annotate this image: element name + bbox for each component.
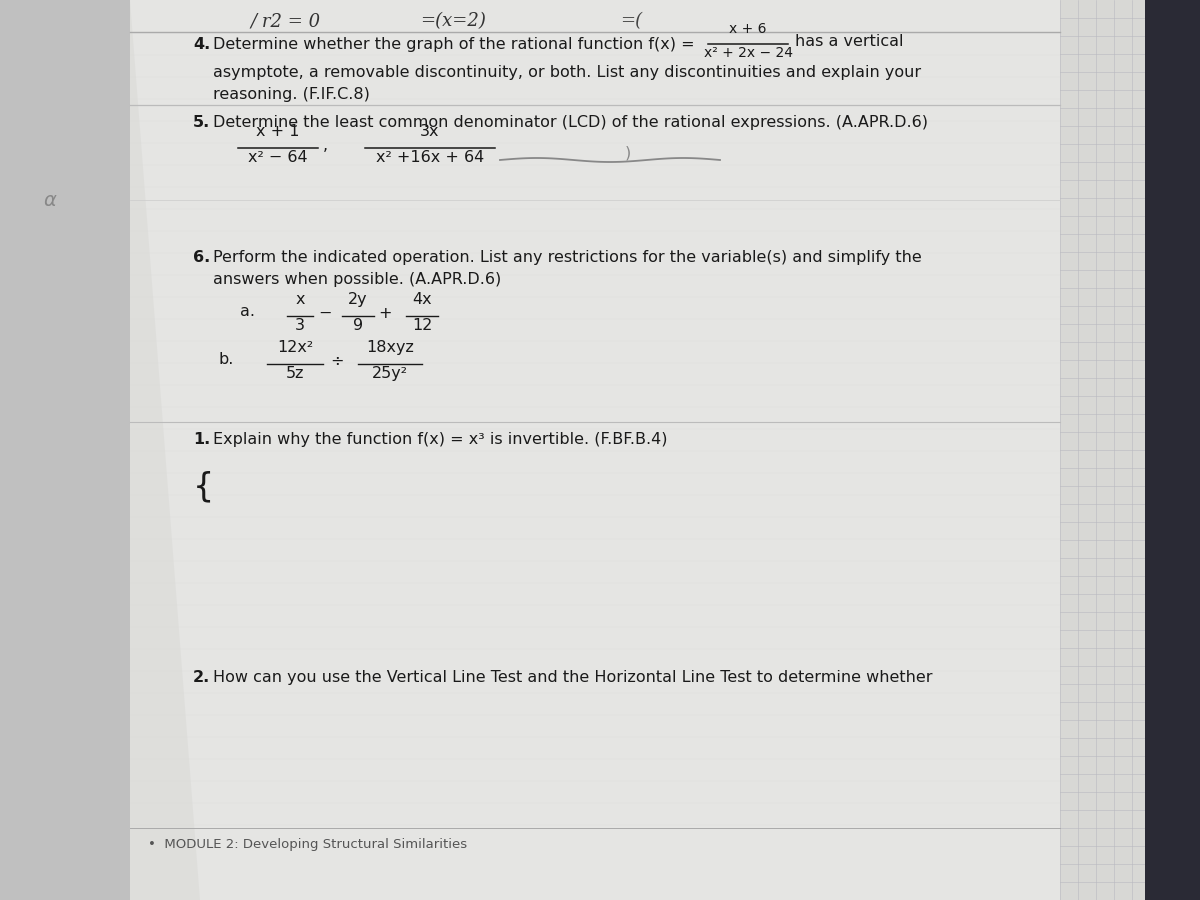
Text: x² +16x + 64: x² +16x + 64 xyxy=(376,150,484,165)
Text: Determine the least common denominator (LCD) of the rational expressions. (A.APR: Determine the least common denominator (… xyxy=(214,115,928,130)
Text: {: { xyxy=(193,470,215,503)
Text: $\alpha$: $\alpha$ xyxy=(43,191,58,210)
Text: reasoning. (F.IF.C.8): reasoning. (F.IF.C.8) xyxy=(214,87,370,102)
Text: answers when possible. (A.APR.D.6): answers when possible. (A.APR.D.6) xyxy=(214,272,502,287)
Bar xyxy=(0,0,130,900)
Text: 12: 12 xyxy=(412,318,432,333)
Text: 5z: 5z xyxy=(286,366,305,381)
Text: •  MODULE 2: Developing Structural Similarities: • MODULE 2: Developing Structural Simila… xyxy=(148,838,467,851)
Text: x² + 2x − 24: x² + 2x − 24 xyxy=(703,46,792,60)
Text: 9: 9 xyxy=(353,318,364,333)
Text: x: x xyxy=(295,292,305,307)
Text: 5.: 5. xyxy=(193,115,210,130)
Text: 3: 3 xyxy=(295,318,305,333)
Text: / r2 = 0: / r2 = 0 xyxy=(250,12,320,30)
Text: −: − xyxy=(318,305,331,320)
Text: 2.: 2. xyxy=(193,670,210,685)
Bar xyxy=(1060,0,1150,900)
Text: Perform the indicated operation. List any restrictions for the variable(s) and s: Perform the indicated operation. List an… xyxy=(214,250,922,265)
Text: b.: b. xyxy=(218,352,233,367)
Text: Explain why the function f(x) = x³ is invertible. (F.BF.B.4): Explain why the function f(x) = x³ is in… xyxy=(214,432,667,447)
Text: 18xyz: 18xyz xyxy=(366,340,414,355)
Text: 4.: 4. xyxy=(193,37,210,52)
Text: =(: =( xyxy=(620,12,642,30)
Text: 6.: 6. xyxy=(193,250,210,265)
Text: 25y²: 25y² xyxy=(372,366,408,381)
Text: 4x: 4x xyxy=(412,292,432,307)
Text: ): ) xyxy=(625,146,631,160)
Text: has a vertical: has a vertical xyxy=(796,33,904,49)
Text: asymptote, a removable discontinuity, or both. List any discontinuities and expl: asymptote, a removable discontinuity, or… xyxy=(214,65,922,80)
Text: 1.: 1. xyxy=(193,432,210,447)
Text: How can you use the Vertical Line Test and the Horizontal Line Test to determine: How can you use the Vertical Line Test a… xyxy=(214,670,932,685)
Bar xyxy=(1145,0,1200,900)
Polygon shape xyxy=(130,0,200,900)
Text: a.: a. xyxy=(240,304,256,319)
Text: x + 6: x + 6 xyxy=(730,22,767,36)
Text: =(x=2): =(x=2) xyxy=(420,12,486,30)
Text: ,: , xyxy=(323,139,328,154)
Text: x + 1: x + 1 xyxy=(257,124,300,139)
Text: Determine whether the graph of the rational function f(x) =: Determine whether the graph of the ratio… xyxy=(214,37,695,52)
Text: +: + xyxy=(378,305,391,320)
Text: 3x: 3x xyxy=(420,124,439,139)
Bar xyxy=(130,0,1060,900)
Text: x² − 64: x² − 64 xyxy=(248,150,308,165)
Text: 12x²: 12x² xyxy=(277,340,313,355)
Text: ÷: ÷ xyxy=(330,354,343,368)
Text: 2y: 2y xyxy=(348,292,368,307)
